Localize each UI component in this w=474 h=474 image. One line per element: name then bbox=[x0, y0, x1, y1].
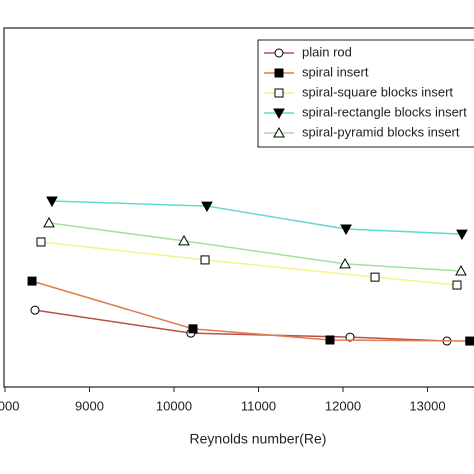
marker bbox=[200, 255, 210, 265]
marker bbox=[325, 335, 335, 345]
series-line bbox=[51, 200, 463, 235]
x-tick-label: 8000 bbox=[0, 398, 19, 413]
legend-label: spiral insert bbox=[302, 64, 369, 79]
marker bbox=[201, 201, 213, 213]
x-axis-label: Reynolds number(Re) bbox=[190, 431, 327, 447]
marker bbox=[43, 216, 55, 228]
series-line bbox=[40, 241, 458, 286]
marker bbox=[273, 126, 285, 138]
marker bbox=[36, 237, 46, 247]
marker bbox=[456, 229, 468, 241]
series-line bbox=[34, 309, 447, 342]
marker bbox=[178, 234, 190, 246]
legend-label: plain rod bbox=[302, 44, 352, 59]
marker bbox=[30, 305, 40, 315]
marker bbox=[345, 332, 355, 342]
series-line bbox=[31, 280, 470, 342]
legend-label: spiral-rectangle blocks insert bbox=[302, 104, 467, 119]
series-line bbox=[48, 222, 462, 272]
marker bbox=[274, 68, 284, 78]
marker bbox=[339, 257, 351, 269]
marker bbox=[455, 265, 467, 276]
marker bbox=[46, 196, 58, 208]
marker bbox=[465, 336, 474, 346]
x-tick-label: 10000 bbox=[156, 398, 192, 413]
x-tick-label: 12000 bbox=[325, 398, 361, 413]
marker bbox=[188, 324, 198, 334]
marker bbox=[370, 272, 380, 282]
legend-label: spiral-square blocks insert bbox=[302, 84, 453, 99]
x-tick-label: 13000 bbox=[409, 398, 445, 413]
marker bbox=[452, 280, 462, 290]
marker bbox=[27, 276, 37, 286]
marker bbox=[274, 48, 284, 58]
marker bbox=[273, 108, 285, 120]
legend-label: spiral-pyramid blocks insert bbox=[302, 124, 460, 139]
marker bbox=[274, 88, 284, 98]
marker bbox=[340, 224, 352, 236]
plot-frame bbox=[3, 27, 474, 388]
x-tick-label: 9000 bbox=[75, 398, 104, 413]
x-tick-label: 11000 bbox=[241, 398, 276, 413]
